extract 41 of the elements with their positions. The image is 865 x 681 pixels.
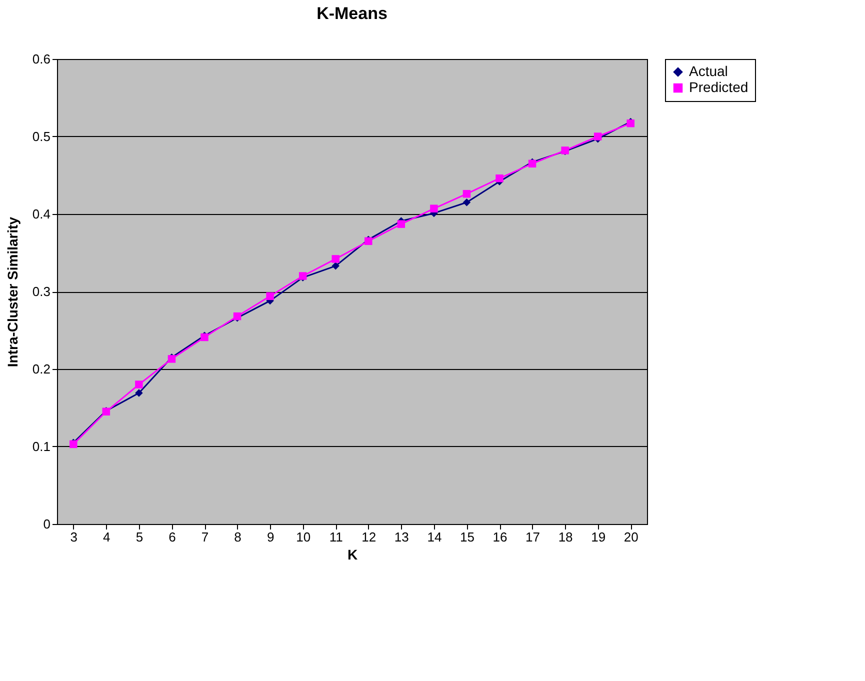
- x-tick-label: 14: [427, 530, 442, 544]
- x-tick-label: 18: [558, 530, 573, 544]
- x-tick-label: 4: [103, 530, 110, 544]
- x-tick-label: 10: [296, 530, 311, 544]
- point: [430, 204, 438, 212]
- point: [462, 190, 471, 198]
- x-tick-label: 17: [526, 530, 540, 544]
- y-tick-label: 0.2: [32, 362, 50, 376]
- x-tick-label: 3: [70, 530, 78, 544]
- y-tick-label: 0.3: [32, 284, 50, 299]
- y-tick-label: 0.5: [32, 129, 50, 144]
- x-tick-label: 16: [492, 530, 508, 544]
- y-tick-label: 0: [43, 516, 50, 532]
- y-tick-label: 0.1: [32, 439, 50, 454]
- x-tick-label: 11: [329, 530, 343, 544]
- point: [135, 389, 143, 397]
- x-tick-label: 13: [394, 530, 409, 544]
- y-tick-label: 0.4: [32, 206, 50, 222]
- point: [594, 132, 602, 140]
- x-axis-title: K: [347, 546, 358, 562]
- x-tick-label: 19: [591, 530, 606, 544]
- point: [332, 255, 340, 263]
- y-axis-title: Intra-Cluster Similarity: [4, 216, 20, 368]
- point: [462, 198, 471, 206]
- legend-label: Predicted: [689, 79, 748, 95]
- point: [397, 220, 406, 228]
- legend-label: Actual: [689, 63, 728, 79]
- point: [496, 174, 504, 182]
- point: [266, 292, 274, 300]
- x-tick-label: 15: [460, 530, 474, 544]
- x-tick-label: 8: [234, 530, 242, 544]
- x-tick-label: 7: [201, 530, 209, 544]
- x-tick-label: 9: [266, 530, 274, 544]
- x-tick-label: 6: [168, 530, 176, 544]
- x-tick-label: 5: [136, 530, 144, 544]
- point: [332, 262, 340, 270]
- point: [135, 380, 143, 388]
- x-tick-label: 20: [624, 530, 638, 544]
- chart-title: K-Means: [316, 4, 388, 23]
- x-tick-label: 12: [362, 530, 376, 544]
- y-tick-label: 0.6: [32, 52, 50, 66]
